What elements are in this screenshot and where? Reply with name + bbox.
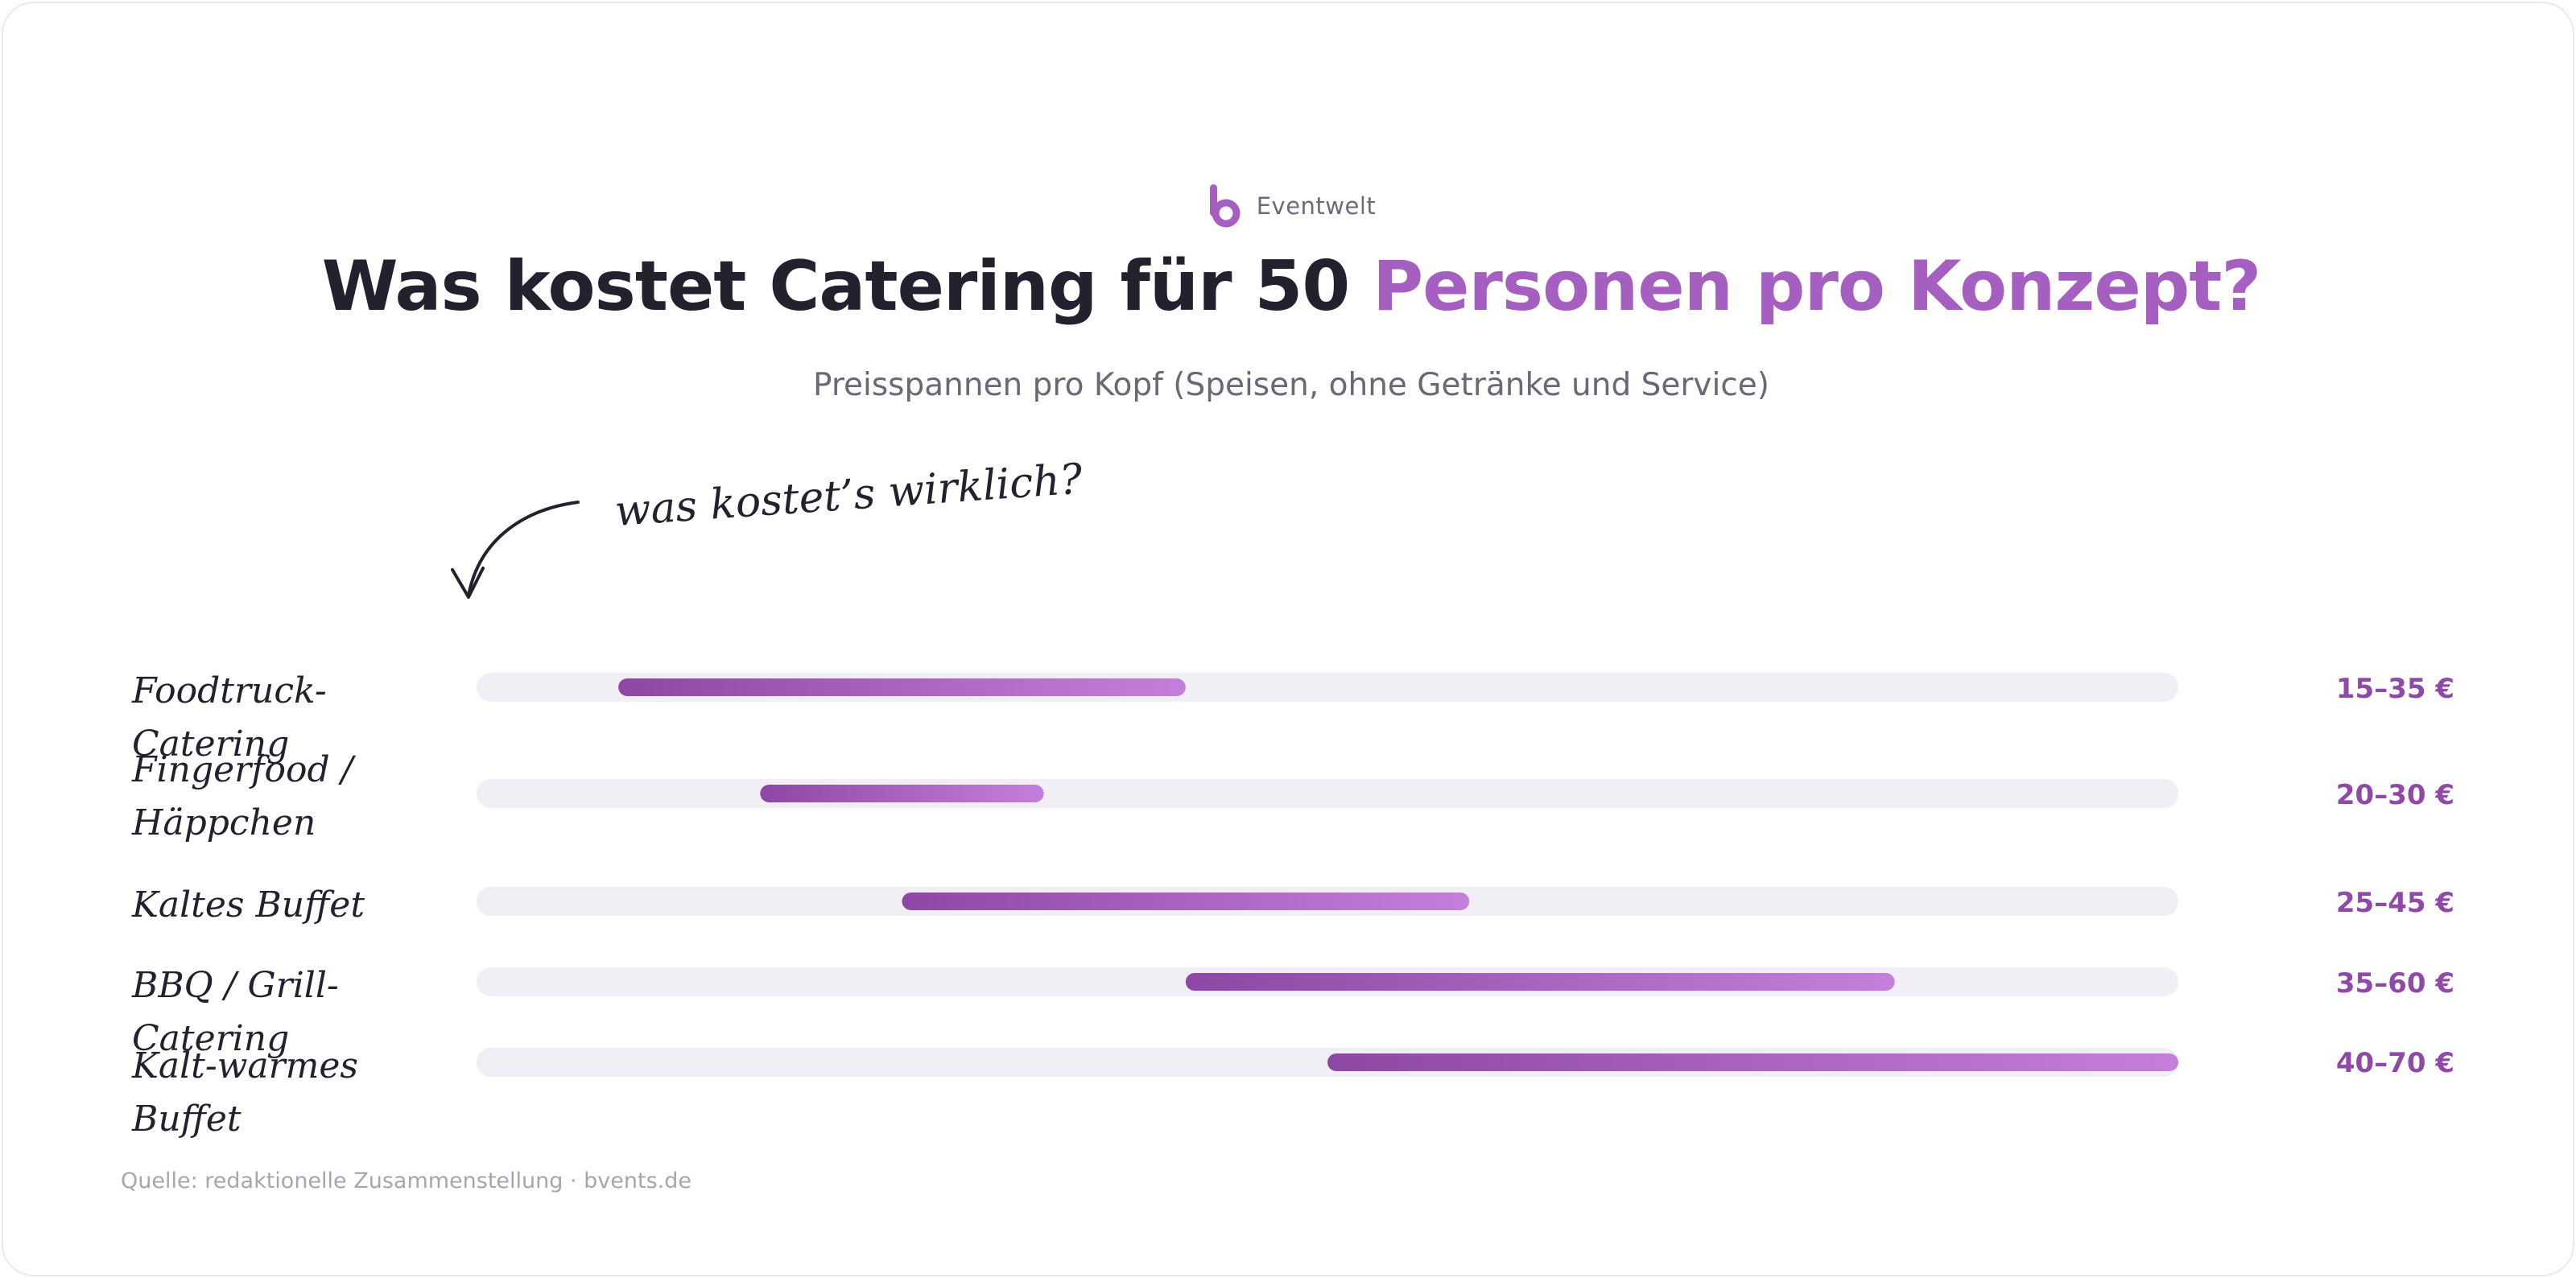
row-label-line: Foodtruck-Catering (132, 670, 327, 765)
value-label-bbq: 35–60 € (2335, 967, 2454, 1000)
source-note: Quelle: redaktionelle Zusammenstellung ·… (121, 1169, 691, 1193)
row-label-fingerfood: Fingerfood / Häppchen (132, 744, 454, 850)
title-main: Was kostet Catering für 50 (321, 246, 1373, 327)
brand-name: Eventwelt (1256, 192, 1377, 220)
row-label-line: Häppchen (132, 802, 316, 843)
title-accent: Personen pro Konzept? (1373, 246, 2261, 327)
hand-drawn-arrow-icon (451, 501, 580, 599)
row-label-line: BBQ / Grill-Catering (132, 965, 339, 1059)
row-label-kalt-warm: Kalt-warmes Buffet (132, 1040, 454, 1146)
value-label-fingerfood: 20–30 € (2335, 779, 2454, 811)
row-label-line: Fingerfood / (132, 749, 353, 790)
brand: Eventwelt (3, 182, 2576, 230)
row-label-line: Kaltes Buffet (132, 884, 365, 926)
range-bar (618, 678, 1186, 696)
row-label-foodtruck: Foodtruck-Catering (132, 665, 454, 771)
value-label-kaltes-buffet: 25–45 € (2335, 887, 2454, 919)
range-bar (1185, 973, 1895, 991)
bar-track (477, 779, 2178, 808)
row-label-kaltes-buffet: Kaltes Buffet (132, 879, 454, 932)
range-bar (1327, 1053, 2178, 1071)
page-title: Was kostet Catering für 50 Personen pro … (3, 246, 2576, 327)
row-label-bbq: BBQ / Grill-Catering (132, 959, 454, 1066)
range-bar (760, 785, 1044, 802)
value-label-foodtruck: 15–35 € (2335, 673, 2454, 705)
page-subtitle: Preisspannen pro Kopf (Speisen, ohne Get… (813, 367, 1769, 403)
range-bar (902, 893, 1470, 910)
row-label-line: Kalt-warmes Buffet (132, 1045, 358, 1140)
value-label-kalt-warm: 40–70 € (2335, 1047, 2454, 1079)
b-logo-icon (1209, 184, 1241, 228)
